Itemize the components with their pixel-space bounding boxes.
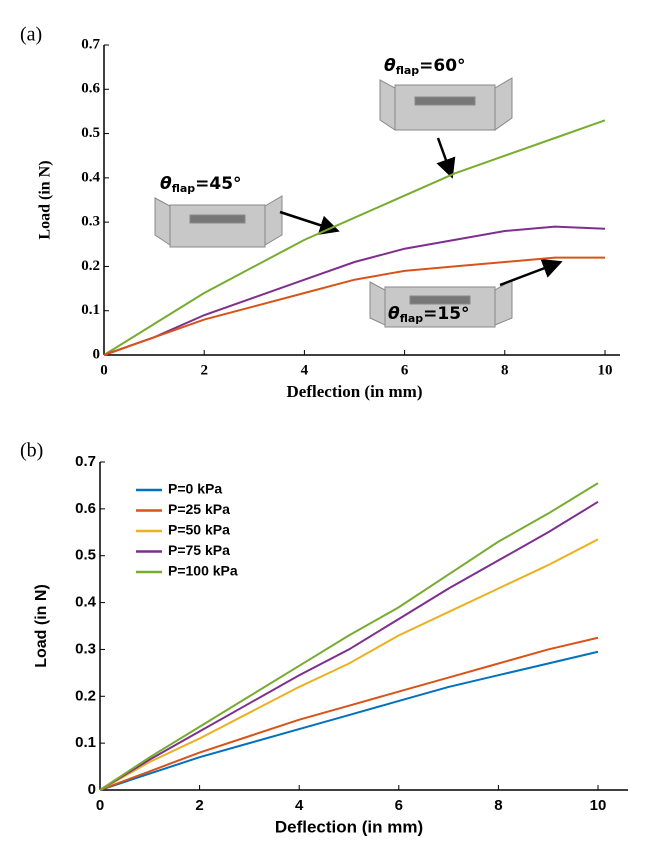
- annotation-part: =45°: [195, 174, 241, 194]
- annotation-part: flap: [172, 182, 196, 195]
- legend-label: P=75 kPa: [168, 542, 230, 558]
- legend-label: P=100 kPa: [168, 563, 238, 579]
- series-line: [99, 538, 599, 791]
- y-tick-label: 0.3: [81, 214, 100, 230]
- x-axis-label: Deflection (in mm): [287, 382, 423, 401]
- annotation-part: θ: [384, 56, 396, 76]
- y-tick-label: 0.7: [81, 36, 100, 52]
- y-tick-label: 0.7: [75, 453, 96, 470]
- x-tick-label: 8: [494, 797, 502, 814]
- x-tick-label: 2: [200, 362, 208, 378]
- series-line: [103, 119, 606, 356]
- x-tick-label: 0: [100, 362, 108, 378]
- y-tick-label: 0.3: [75, 640, 96, 657]
- legend-label: P=50 kPa: [168, 522, 230, 538]
- y-axis-label: Load (in N): [33, 584, 50, 668]
- annotation-part: flap: [400, 312, 424, 325]
- x-tick-label: 10: [590, 797, 607, 814]
- annotation-part: θ: [388, 304, 400, 324]
- annotation: θflap=45°: [160, 174, 242, 195]
- series-line: [99, 636, 599, 791]
- annotation-part: =15°: [423, 304, 469, 324]
- y-tick-label: 0.4: [75, 594, 97, 611]
- x-tick-label: 4: [295, 797, 304, 814]
- y-tick-label: 0.4: [81, 169, 100, 185]
- annotation-part: flap: [396, 64, 420, 77]
- y-tick-label: 0: [88, 781, 96, 798]
- series-line: [103, 256, 605, 356]
- y-tick-label: 0.1: [81, 302, 100, 318]
- chart: (b) 0 0.1 0.2 0.3 0.4 0.5 0.6 0.7 0 2 4 6 8 10 Deflecti…: [20, 440, 628, 836]
- x-tick-label: 2: [195, 797, 203, 814]
- y-axis-label: Load (in N): [37, 160, 54, 239]
- y-tick-label: 0.6: [81, 81, 100, 97]
- chart: (a) 0 0.1 0.2 0.3 0.4 0.5 0.6 0.7 0 2 4 6 8 10 Deflecti…: [20, 24, 620, 401]
- series-line: [99, 650, 599, 791]
- x-tick-label: 8: [501, 362, 509, 378]
- annotation: θflap=15°: [388, 304, 470, 325]
- y-tick-label: 0.1: [75, 734, 96, 751]
- panel-label: (a): [20, 24, 42, 46]
- y-tick-label: 0.5: [81, 125, 100, 141]
- x-axis-label: Deflection (in mm): [275, 817, 423, 836]
- x-tick-label: 6: [395, 797, 403, 814]
- flap-image: [369, 279, 513, 328]
- panel-label: (b): [20, 440, 43, 462]
- legend-label: P=25 kPa: [168, 501, 230, 517]
- y-tick-label: 0.5: [75, 547, 96, 564]
- legend-label: P=0 kPa: [168, 481, 222, 497]
- annotation: θflap=60°: [384, 56, 466, 77]
- y-tick-label: 0: [93, 346, 101, 362]
- flap-image: [379, 77, 513, 131]
- series-line: [103, 225, 606, 356]
- x-tick-label: 10: [598, 362, 613, 378]
- flap-image: [154, 195, 283, 248]
- x-tick-label: 6: [401, 362, 409, 378]
- series-line: [99, 482, 599, 791]
- annotation-part: θ: [160, 174, 172, 194]
- x-tick-label: 4: [301, 362, 309, 378]
- x-tick-label: 0: [96, 797, 104, 814]
- annotation-part: =60°: [419, 56, 465, 76]
- y-tick-label: 0.2: [75, 687, 96, 704]
- y-tick-label: 0.6: [75, 500, 96, 517]
- series-line: [99, 500, 599, 791]
- arrows: [279, 137, 563, 287]
- y-tick-label: 0.2: [81, 258, 100, 274]
